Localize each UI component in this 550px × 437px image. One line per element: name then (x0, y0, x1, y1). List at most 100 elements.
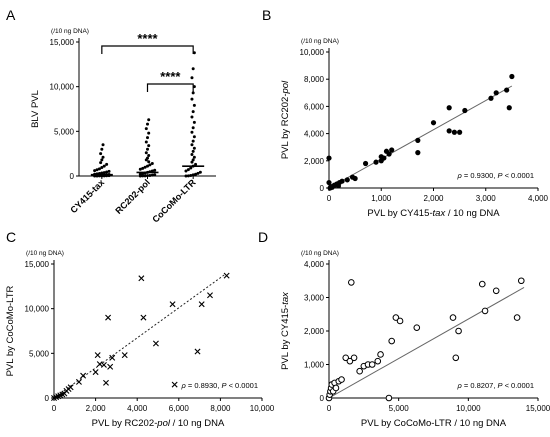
data-point (196, 171, 200, 175)
data-point (332, 384, 340, 392)
data-point (192, 103, 196, 107)
data-point (140, 314, 147, 321)
data-point (191, 110, 195, 114)
y-tick-label: 2,000 (304, 157, 325, 166)
panel-c: C 0 5,000 10,000 15,000 (/10 ng DNA) PVL by Co… (5, 229, 275, 429)
correlation-stat: ρ = 0.8207, P < 0.0001 (457, 381, 534, 390)
data-point (141, 166, 145, 170)
data-point (150, 173, 154, 177)
data-point (100, 147, 104, 151)
data-point (67, 384, 74, 391)
y-tick-label: 15,000 (50, 38, 75, 47)
panel-b: B 0 2,000 4,000 6,000 8,000 10,000 (/10 ng DNA)… (262, 7, 549, 219)
data-point (430, 120, 437, 126)
data-point (190, 130, 194, 134)
y-tick-label: 0 (45, 394, 50, 403)
data-point (146, 156, 149, 160)
category-label: RC202-pol (113, 177, 152, 216)
significance-bracket (101, 45, 194, 54)
data-point (513, 314, 521, 321)
data-point (146, 174, 149, 178)
data-point (339, 178, 345, 184)
significance-bracket (146, 83, 194, 92)
y-tick-label: 15,000 (25, 260, 50, 269)
data-point (338, 376, 345, 383)
data-point (517, 277, 525, 285)
y-axis-title: BLV PVL (30, 90, 41, 128)
panel-a: A 0 5,000 10,000 15,000 (/10 ng DNA) BLV PVL CY… (6, 7, 216, 225)
y-tick-label: 1,000 (304, 361, 325, 370)
data-point (373, 159, 379, 165)
y-unit-note: (/10 ng DNA) (301, 250, 339, 257)
data-point (144, 127, 148, 131)
data-point (105, 314, 112, 321)
data-point (153, 173, 157, 177)
data-point (150, 161, 154, 165)
data-point (415, 150, 421, 156)
data-point (147, 144, 151, 148)
data-point (143, 165, 147, 169)
data-point (389, 147, 395, 153)
panel-label: C (6, 229, 16, 245)
y-unit-note: (/10 ng DNA) (51, 28, 89, 35)
x-tick-label: 4,000 (528, 194, 549, 203)
data-point (207, 292, 213, 299)
data-point (192, 120, 196, 124)
data-point (415, 137, 421, 143)
data-point (100, 158, 104, 162)
data-point (147, 153, 151, 157)
x-tick-label: 0 (327, 404, 332, 413)
data-point (198, 170, 202, 174)
data-point (146, 122, 149, 126)
data-point (97, 167, 101, 171)
data-point (100, 361, 107, 368)
data-point (99, 152, 103, 156)
data-point (99, 161, 103, 165)
data-point (457, 129, 463, 135)
data-point (385, 394, 393, 402)
x-tick-label: 6,000 (169, 404, 190, 413)
x-tick-label: 8,000 (210, 404, 231, 413)
panel-label: D (258, 229, 268, 245)
data-point (147, 118, 151, 122)
y-tick-label: 3,000 (304, 294, 325, 303)
y-unit-note: (/10 ng DNA) (301, 38, 339, 45)
data-point (147, 131, 151, 135)
data-point (346, 357, 354, 365)
data-point (189, 166, 193, 170)
data-point (94, 352, 101, 359)
data-point (488, 95, 494, 101)
regression-line (328, 85, 513, 189)
data-point (386, 151, 392, 157)
y-axis-title: PVL by CY415-tax (280, 291, 291, 370)
panel-label: A (6, 7, 16, 23)
data-point (192, 146, 196, 150)
data-point (184, 169, 188, 173)
x-tick-label: 5,000 (389, 404, 410, 413)
data-point (455, 327, 462, 335)
data-point (451, 129, 457, 135)
data-point (350, 354, 358, 362)
data-point (148, 173, 152, 177)
data-point (190, 153, 194, 157)
data-point (147, 160, 151, 164)
data-point (146, 147, 149, 151)
x-tick-label: 2,000 (423, 194, 444, 203)
x-tick-label: 3,000 (476, 194, 497, 203)
x-tick-label: 10,000 (250, 404, 275, 413)
y-tick-label: 2,000 (304, 327, 325, 336)
data-point (102, 164, 106, 168)
data-point (388, 337, 396, 345)
data-point (190, 143, 194, 147)
data-point (492, 287, 500, 295)
correlation-stat: ρ = 0.8930, P < 0.0001 (181, 381, 258, 390)
y-tick-label: 4,000 (304, 130, 325, 139)
data-point (105, 170, 109, 174)
significance-label: **** (160, 69, 181, 84)
data-point (326, 155, 332, 161)
data-point (190, 76, 194, 80)
data-point (103, 379, 109, 386)
data-point (392, 314, 400, 321)
panel-d: D 0 1,000 2,000 3,000 4,000 (/10 ng DNA) PVL by… (258, 229, 550, 429)
data-point (191, 91, 195, 95)
